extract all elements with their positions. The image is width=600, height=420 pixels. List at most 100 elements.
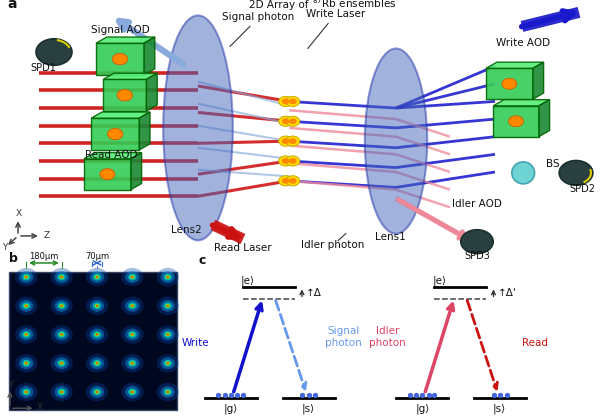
Circle shape [93,360,101,367]
Circle shape [19,328,34,341]
Circle shape [86,326,108,344]
Circle shape [55,386,69,398]
Circle shape [121,383,143,401]
Polygon shape [96,37,155,43]
Circle shape [167,305,169,307]
Polygon shape [84,159,131,189]
Text: X: X [16,209,22,218]
Circle shape [95,275,99,279]
Circle shape [96,305,98,307]
Circle shape [167,391,169,393]
Text: SPD3: SPD3 [464,251,490,261]
Circle shape [93,331,101,338]
Circle shape [128,273,137,281]
Text: |s⟩: |s⟩ [302,404,314,414]
Circle shape [112,53,128,65]
Circle shape [559,160,593,185]
Circle shape [286,136,300,146]
Circle shape [131,333,134,336]
Circle shape [59,275,64,279]
Circle shape [50,326,73,344]
Circle shape [502,78,517,89]
Text: |e⟩: |e⟩ [241,276,255,286]
Circle shape [289,99,296,104]
Circle shape [125,386,140,398]
Circle shape [59,304,64,308]
Text: |e⟩: |e⟩ [433,276,446,286]
Circle shape [19,271,34,283]
Circle shape [286,176,300,186]
Circle shape [96,276,98,278]
Circle shape [90,328,104,341]
Text: SPD1: SPD1 [30,63,56,73]
Circle shape [125,328,140,341]
Text: Y: Y [2,243,8,252]
Text: |g⟩: |g⟩ [224,404,238,414]
Text: Z: Z [43,231,49,240]
Text: Idler AOD: Idler AOD [452,199,502,209]
Circle shape [279,96,293,107]
Circle shape [161,300,175,312]
Circle shape [157,326,179,344]
Text: Idler photon: Idler photon [301,240,365,250]
Circle shape [90,357,104,369]
Circle shape [19,357,34,369]
Circle shape [15,383,37,401]
Circle shape [130,304,134,308]
Circle shape [59,333,64,336]
Circle shape [166,361,170,365]
Circle shape [279,136,293,146]
Circle shape [508,116,524,127]
Circle shape [166,390,170,394]
Circle shape [24,390,29,394]
Circle shape [286,116,300,126]
Circle shape [289,138,296,144]
Circle shape [50,383,73,401]
Polygon shape [493,106,539,136]
Circle shape [22,273,31,281]
Circle shape [161,271,175,283]
Circle shape [157,383,179,401]
Circle shape [157,354,179,373]
Circle shape [96,391,98,393]
Text: Write AOD: Write AOD [496,38,550,48]
Circle shape [55,300,69,312]
Circle shape [279,176,293,186]
Circle shape [128,331,137,338]
Circle shape [130,275,134,279]
Circle shape [19,300,34,312]
Text: Signal
photon: Signal photon [325,326,362,348]
Polygon shape [533,62,544,99]
Circle shape [61,362,63,364]
Circle shape [289,178,296,184]
Circle shape [24,361,29,365]
Circle shape [164,273,172,281]
Text: |g⟩: |g⟩ [415,404,430,414]
Text: Write Laser: Write Laser [307,9,365,19]
Ellipse shape [512,162,535,184]
Text: Read: Read [523,338,548,348]
Circle shape [286,96,300,107]
Circle shape [15,297,37,315]
Polygon shape [539,100,550,136]
Circle shape [90,386,104,398]
Text: Idler
photon: Idler photon [369,326,406,348]
Circle shape [107,129,123,140]
Text: ↑Δ: ↑Δ [306,288,322,298]
Circle shape [22,360,31,367]
Text: SPD2: SPD2 [569,184,595,194]
Circle shape [167,276,169,278]
Circle shape [19,386,34,398]
Ellipse shape [365,48,427,234]
Text: Y: Y [8,381,13,389]
Circle shape [131,362,134,364]
Circle shape [15,354,37,373]
Circle shape [15,326,37,344]
Circle shape [130,361,134,365]
Circle shape [96,362,98,364]
Text: BS: BS [546,159,560,169]
Circle shape [61,391,63,393]
Circle shape [166,304,170,308]
Circle shape [93,273,101,281]
Circle shape [166,275,170,279]
